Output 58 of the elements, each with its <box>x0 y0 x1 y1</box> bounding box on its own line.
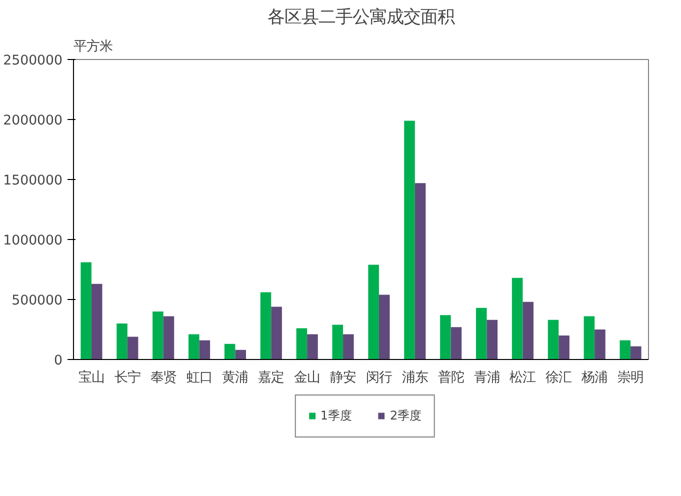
x-tick-label: 黄浦 <box>222 370 248 386</box>
x-tick-label: 金山 <box>294 370 320 386</box>
x-tick-label: 闵行 <box>366 370 392 386</box>
bar <box>343 334 354 360</box>
x-tick-label: 青浦 <box>474 370 500 386</box>
bar <box>378 294 390 360</box>
x-tick-label: 普陀 <box>438 370 464 386</box>
bar <box>440 315 451 360</box>
bar <box>332 324 344 360</box>
y-tick-label: 1000000 <box>3 234 62 248</box>
bar <box>630 346 642 360</box>
bar <box>296 328 308 360</box>
legend-label: 2季度 <box>390 407 422 424</box>
bar <box>512 278 523 360</box>
bar <box>91 284 102 360</box>
bar <box>127 336 138 360</box>
bar <box>260 292 272 360</box>
y-tick-label: 2500000 <box>3 54 62 68</box>
bar <box>414 183 426 360</box>
x-tick-label: 浦东 <box>402 370 428 386</box>
bar <box>224 344 236 360</box>
bar <box>476 308 487 360</box>
y-axis-title: 平方米 <box>74 38 112 54</box>
bar <box>404 120 415 360</box>
bar <box>199 340 210 360</box>
y-tick-label: 500000 <box>12 294 63 308</box>
bar <box>368 264 379 360</box>
bar <box>620 340 631 360</box>
x-tick-label: 静安 <box>330 370 356 386</box>
chart-title: 各区县二手公寓成交面积 <box>268 8 454 28</box>
y-tick-label: 1500000 <box>3 174 62 188</box>
bar <box>584 316 595 360</box>
legend-label: 1季度 <box>320 407 352 424</box>
y-tick-label: 0 <box>54 354 63 368</box>
y-tick-label: 2000000 <box>3 114 62 128</box>
bar <box>235 350 246 360</box>
bar <box>80 262 92 360</box>
bar <box>188 334 200 360</box>
bar <box>522 302 534 360</box>
bar <box>594 330 606 360</box>
x-tick-label: 徐汇 <box>546 370 572 386</box>
x-tick-label: 崇明 <box>618 370 644 386</box>
bar <box>450 327 462 360</box>
bar <box>152 312 164 360</box>
x-tick-label: 长宁 <box>114 370 140 386</box>
x-tick-label: 松江 <box>510 370 536 386</box>
x-tick-label: 奉贤 <box>150 370 176 386</box>
bar <box>163 316 174 360</box>
x-tick-label: 宝山 <box>78 370 104 386</box>
bar <box>271 306 282 360</box>
x-tick-label: 嘉定 <box>258 370 284 386</box>
bar <box>548 320 559 360</box>
bar <box>558 336 570 360</box>
bar <box>116 324 128 360</box>
x-tick-label: 虹口 <box>186 370 212 386</box>
x-tick-label: 杨浦 <box>580 370 608 386</box>
bar <box>486 320 498 360</box>
bar <box>307 334 318 360</box>
